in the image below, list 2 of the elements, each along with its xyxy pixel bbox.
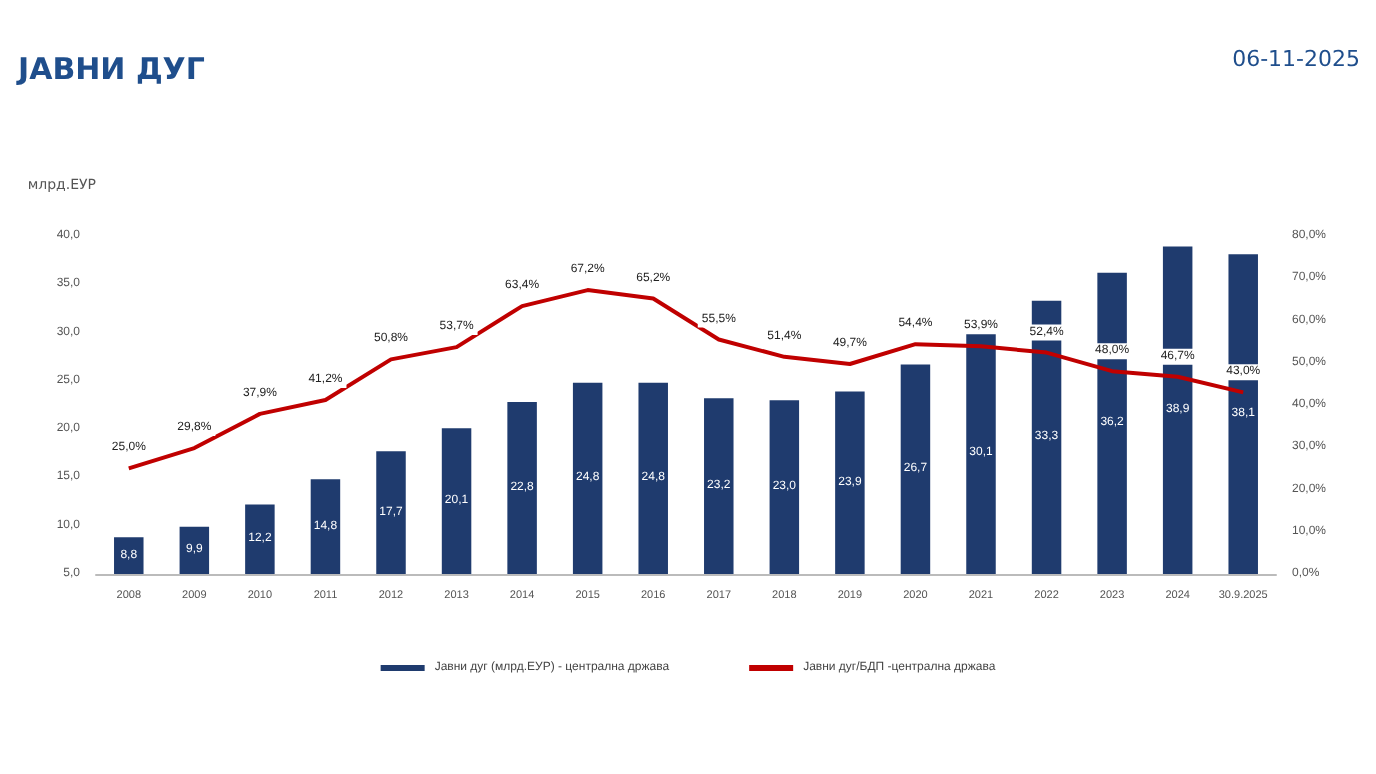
chart-title: ЈАВНИ ДУГ (16, 51, 206, 87)
text: 06-11-2025 (1232, 46, 1361, 72)
